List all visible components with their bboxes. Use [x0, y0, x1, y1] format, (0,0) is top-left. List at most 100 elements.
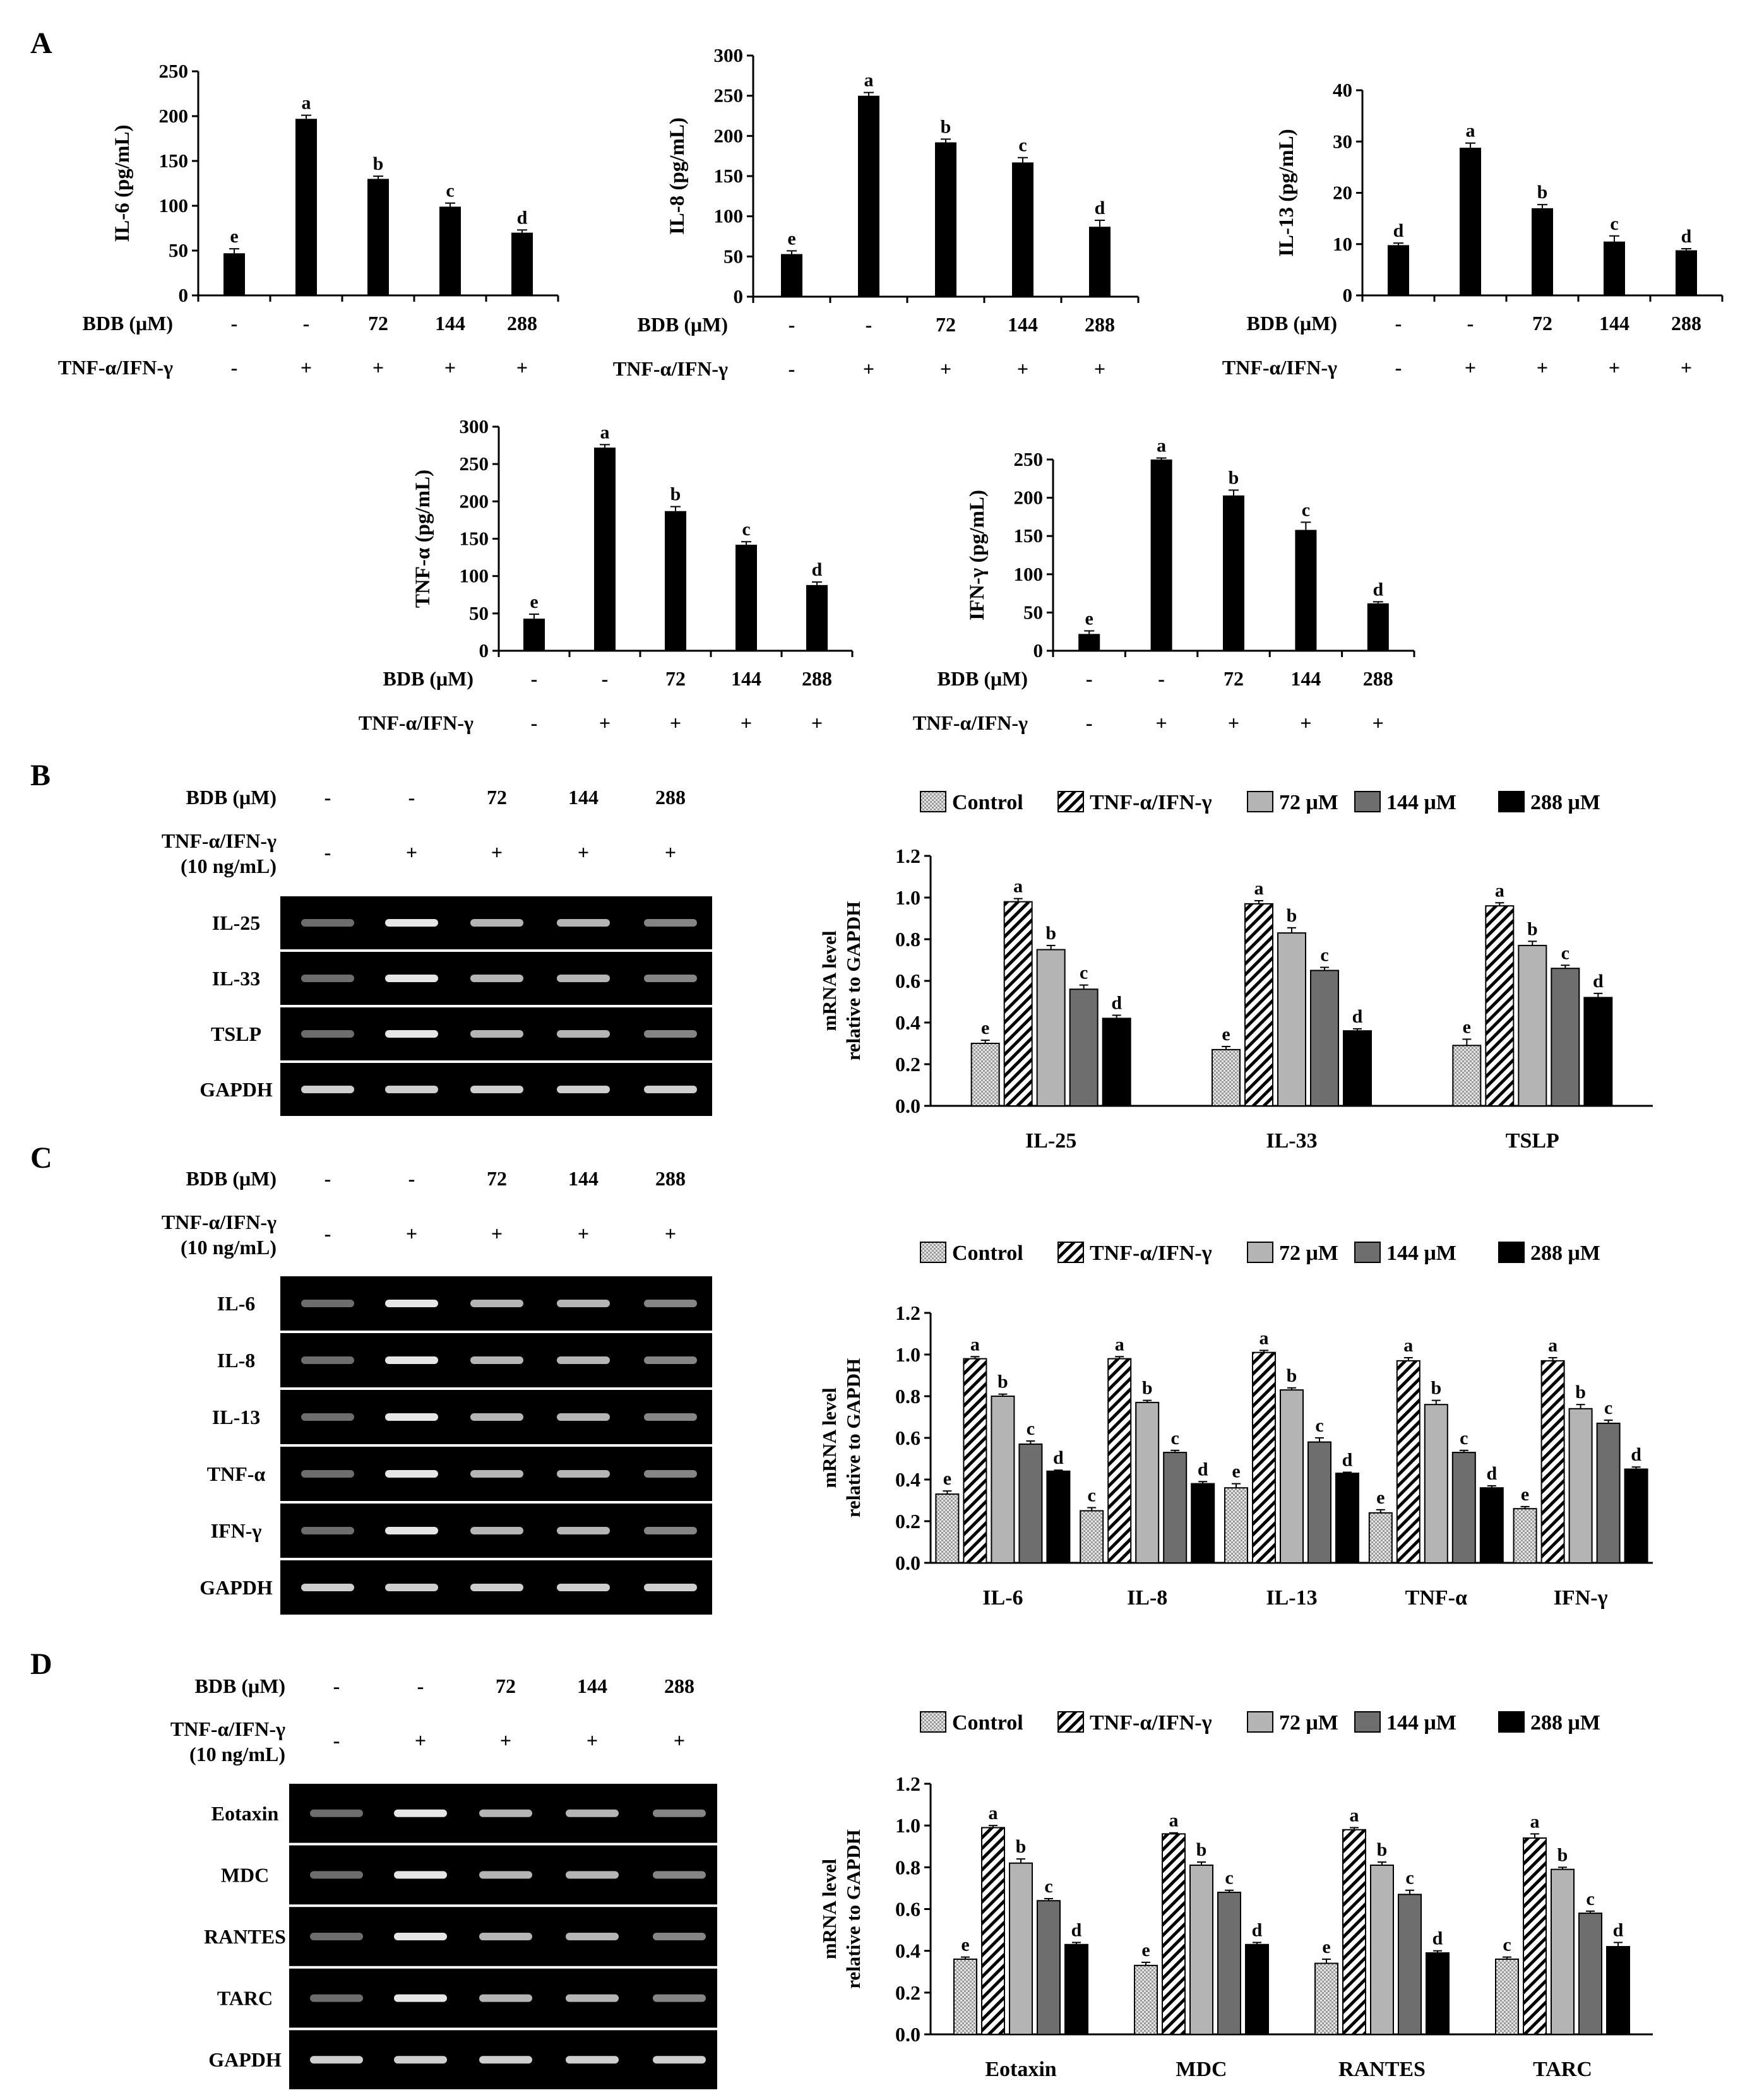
bar	[1107, 1358, 1132, 1564]
gel-b: BDB (μM) - - 72 144 288 TNF-α/IFN-γ (10 ng/mL) -…	[162, 786, 712, 1116]
tnf-value: +	[940, 357, 951, 380]
bdb-value: -	[408, 1167, 415, 1190]
gel-band	[557, 1356, 610, 1364]
bar	[1568, 1408, 1593, 1564]
y-tick-label: 10	[1333, 233, 1352, 255]
significance-letter: b	[1377, 1839, 1388, 1860]
legend-label: 72 μM	[1279, 791, 1338, 814]
y-tick-label: 0	[734, 285, 744, 307]
chart-il8-protein: 0 50 100 150 200 250 300 IL-8 (pg/mL) e a b c d BDB (…	[613, 44, 1140, 380]
gel-band	[470, 1413, 523, 1421]
significance-letter: b	[1045, 923, 1056, 944]
y-axis-label: mRNA level	[818, 930, 840, 1031]
gel-band	[644, 1527, 697, 1534]
bdb-value: -	[866, 313, 872, 336]
gel-band-label: GAPDH	[200, 1078, 273, 1101]
tnf-value: +	[491, 841, 503, 863]
significance-letter: e	[1376, 1487, 1385, 1508]
legend-label: TNF-α/IFN-γ	[1090, 1242, 1212, 1265]
bar	[781, 254, 802, 297]
bar	[1012, 162, 1033, 297]
tnf-value: +	[1094, 357, 1105, 380]
significance-letter: a	[1260, 1327, 1269, 1348]
bdb-value: 144	[1599, 312, 1629, 335]
bar	[1396, 1360, 1420, 1563]
legend-swatch	[1498, 1711, 1525, 1733]
chart-ifng-protein: 0 50 100 150 200 250 IFN-γ (pg/mL) e a b c d BDB (μM…	[913, 436, 1415, 734]
bdb-value: 288	[1363, 667, 1393, 690]
gel-band	[479, 1994, 532, 2002]
y-axis-label: mRNA level	[818, 1387, 840, 1488]
y-tick-label: 200	[714, 124, 744, 146]
gel-c: BDB (μM) - - 72 144 288 TNF-α/IFN-γ (10 ng/mL) -…	[162, 1167, 712, 1615]
gel-band	[557, 1030, 610, 1038]
y-axis-label: mRNA level	[818, 1858, 840, 1959]
y-axis-label: relative to GAPDH	[842, 901, 864, 1061]
bar	[1135, 1401, 1160, 1563]
bar	[1224, 1487, 1248, 1563]
y-tick-label: 30	[1333, 130, 1352, 152]
significance-letter: a	[864, 70, 874, 91]
y-tick-label: 300	[460, 415, 489, 437]
y-tick-label: 150	[159, 150, 189, 172]
bdb-value: -	[303, 312, 310, 335]
significance-letter: e	[961, 1935, 969, 1955]
bar	[1426, 1952, 1450, 2036]
bar	[367, 179, 389, 295]
gel-band	[479, 1871, 532, 1879]
bdb-value: 72	[487, 786, 507, 809]
bar	[1089, 227, 1111, 297]
panel-label-c: C	[30, 1141, 52, 1175]
tnf-concentration: (10 ng/mL)	[189, 1743, 285, 1765]
bar	[1277, 932, 1306, 1106]
gel-band	[301, 1527, 354, 1534]
tnf-concentration: (10 ng/mL)	[181, 1236, 277, 1259]
bar	[1624, 1468, 1648, 1563]
legend-label: Control	[952, 791, 1023, 814]
y-tick-label: 0.6	[895, 1898, 920, 1921]
gel-band-label: MDC	[221, 1863, 269, 1886]
bdb-value: -	[1158, 667, 1165, 690]
gel-band	[394, 1809, 447, 1817]
bdb-value: -	[408, 786, 415, 809]
gel-band	[644, 1356, 697, 1364]
chart-b-mrna: Control TNF-α/IFN-γ 72 μM 144 μM 288 μM 0.0 0.…	[818, 791, 1653, 1153]
bar	[736, 544, 757, 651]
legend-swatch	[1057, 1242, 1084, 1263]
bar	[1163, 1452, 1188, 1564]
y-tick-label: 0	[1033, 639, 1044, 661]
gel-band	[653, 1994, 706, 2002]
significance-letter: a	[1495, 880, 1504, 901]
significance-letter: c	[1320, 945, 1328, 966]
gel-band	[385, 919, 438, 927]
bar	[1102, 1017, 1131, 1107]
significance-letter: b	[998, 1372, 1008, 1392]
bdb-value: 144	[435, 312, 465, 335]
bar	[1189, 1865, 1213, 2035]
significance-letter: a	[1115, 1334, 1124, 1355]
bdb-value: 144	[731, 667, 761, 690]
significance-letter: b	[1527, 918, 1538, 939]
gel-band	[301, 1300, 354, 1307]
bdb-row-label: BDB (μM)	[186, 1167, 277, 1190]
y-axis-label: TNF-α (pg/mL)	[412, 470, 434, 608]
bar	[1212, 1048, 1241, 1107]
y-axis-label: IL-6 (pg/mL)	[111, 124, 134, 242]
tnf-value: +	[406, 841, 417, 863]
bdb-value: 288	[664, 1675, 694, 1697]
bar	[1596, 1422, 1621, 1563]
y-tick-label: 100	[159, 194, 189, 217]
bar	[1532, 208, 1553, 295]
bar	[935, 142, 956, 297]
bar	[1078, 634, 1100, 651]
tnf-value: +	[1609, 356, 1620, 379]
bar	[1578, 1913, 1602, 2036]
y-tick-label: 0.0	[895, 2023, 920, 2046]
y-tick-label: 0.8	[895, 1856, 920, 1878]
tnf-value: -	[325, 841, 331, 863]
gel-band	[557, 919, 610, 927]
y-tick-label: 250	[714, 85, 744, 107]
bar	[1343, 1030, 1372, 1106]
bar	[1604, 241, 1625, 295]
tnf-value: +	[516, 356, 528, 379]
